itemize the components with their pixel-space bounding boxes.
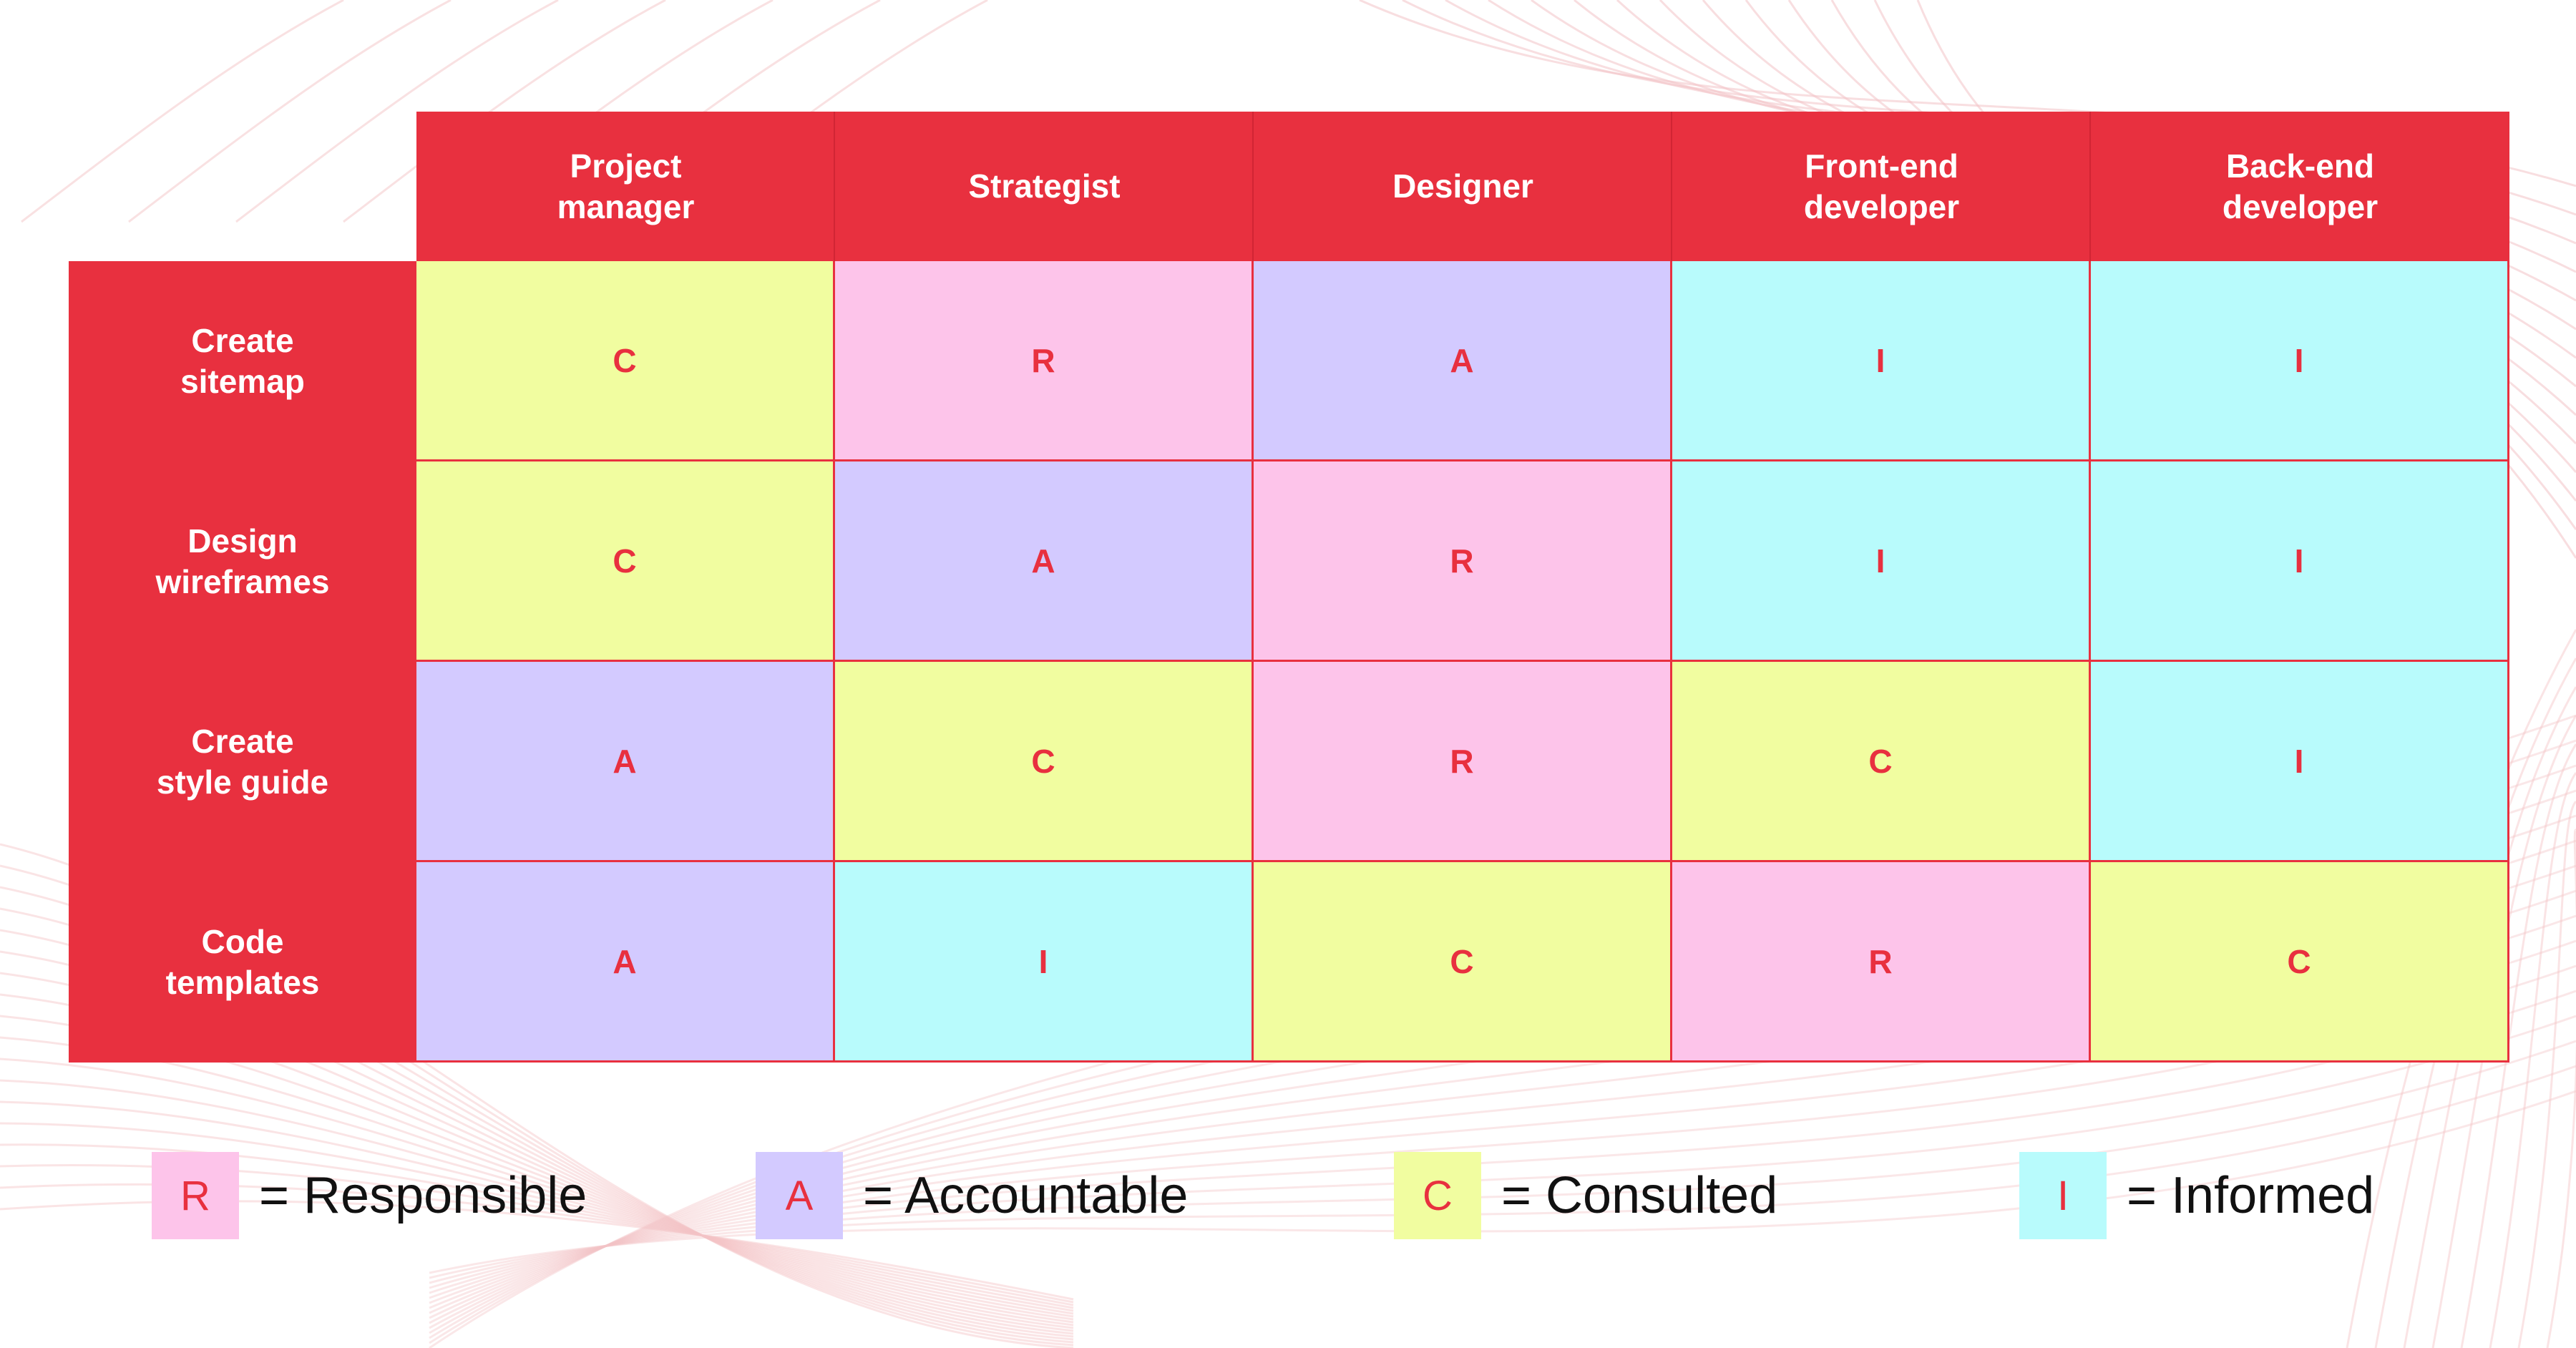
cell-design-wireframes-front-end-developer: I xyxy=(1672,461,2091,662)
row-header-create-sitemap: Create sitemap xyxy=(69,261,416,461)
cell-create-style-guide-project-manager: A xyxy=(416,662,835,862)
cell-code-templates-strategist: I xyxy=(835,862,1254,1063)
raci-matrix: Project manager Strategist Designer Front-e… xyxy=(69,112,2509,1063)
bg-curve-topleft xyxy=(128,0,452,223)
column-header-front-end-developer: Front-end developer xyxy=(1672,112,2091,261)
cell-create-style-guide-back-end-developer: I xyxy=(2091,662,2509,862)
legend-item-responsible: R = Responsible xyxy=(152,1152,587,1239)
legend-swatch-c: C xyxy=(1394,1152,1481,1239)
row-header-design-wireframes: Design wireframes xyxy=(69,461,416,662)
bg-curve-right xyxy=(2460,743,2576,1348)
column-header-strategist: Strategist xyxy=(835,112,1254,261)
matrix-corner xyxy=(69,112,416,261)
cell-code-templates-back-end-developer: C xyxy=(2091,862,2509,1063)
legend-item-informed: I = Informed xyxy=(2019,1152,2374,1239)
cell-create-style-guide-designer: R xyxy=(1254,662,1672,862)
row-header-code-templates: Code templates xyxy=(69,862,416,1063)
column-header-designer: Designer xyxy=(1254,112,1672,261)
legend-item-accountable: A = Accountable xyxy=(756,1152,1188,1239)
bg-curve-bottomleft xyxy=(0,1058,1074,1321)
legend-swatch-r: R xyxy=(152,1152,239,1239)
column-header-back-end-developer: Back-end developer xyxy=(2091,112,2509,261)
bg-curve-right xyxy=(2489,772,2576,1348)
cell-code-templates-front-end-developer: R xyxy=(1672,862,2091,1063)
bg-curve-right xyxy=(2546,829,2576,1348)
cell-design-wireframes-project-manager: C xyxy=(416,461,835,662)
legend-label: = Responsible xyxy=(259,1167,587,1224)
cell-create-sitemap-back-end-developer: I xyxy=(2091,261,2509,461)
bg-curve-bottomleft xyxy=(0,1143,1074,1309)
bg-curve-bottomleft xyxy=(0,1122,1074,1312)
cell-code-templates-project-manager: A xyxy=(416,862,835,1063)
column-header-project-manager: Project manager xyxy=(416,112,835,261)
legend-swatch-a: A xyxy=(756,1152,843,1239)
cell-create-sitemap-front-end-developer: I xyxy=(1672,261,2091,461)
cell-design-wireframes-back-end-developer: I xyxy=(2091,461,2509,662)
cell-create-sitemap-strategist: R xyxy=(835,261,1254,461)
legend-item-consulted: C = Consulted xyxy=(1394,1152,1777,1239)
legend-label: = Consulted xyxy=(1501,1167,1778,1224)
cell-design-wireframes-designer: R xyxy=(1254,461,1672,662)
cell-create-style-guide-front-end-developer: C xyxy=(1672,662,2091,862)
cell-create-sitemap-designer: A xyxy=(1254,261,1672,461)
cell-design-wireframes-strategist: A xyxy=(835,461,1254,662)
bg-curve-bottomleft xyxy=(0,1079,1074,1318)
legend-label: = Accountable xyxy=(863,1167,1189,1224)
bg-curve-topleft xyxy=(21,0,344,223)
row-header-create-style-guide: Create style guide xyxy=(69,662,416,862)
legend: R = Responsible A = Accountable C = Consulted… xyxy=(0,1152,2576,1239)
legend-label: = Informed xyxy=(2127,1167,2375,1224)
cell-create-sitemap-project-manager: C xyxy=(416,261,835,461)
bg-curve-bottomleft xyxy=(0,1100,1074,1315)
cell-create-style-guide-strategist: C xyxy=(835,662,1254,862)
legend-swatch-i: I xyxy=(2019,1152,2107,1239)
bg-curve-topleft xyxy=(343,0,666,223)
bg-curve-right xyxy=(2517,800,2576,1348)
bg-curve-topleft xyxy=(235,0,559,223)
cell-code-templates-designer: C xyxy=(1254,862,1672,1063)
